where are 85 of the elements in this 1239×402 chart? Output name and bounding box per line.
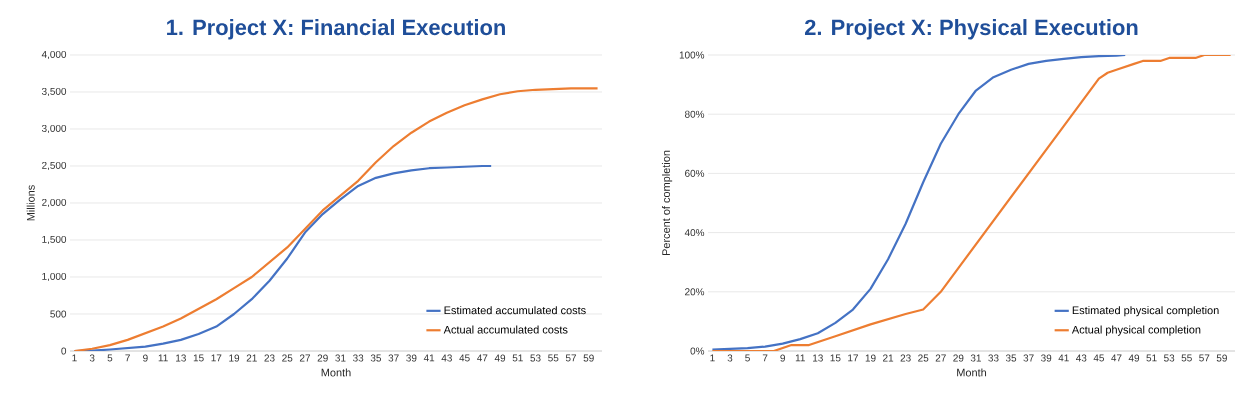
x-tick-label: 1 [710, 354, 715, 362]
x-tick-label: 23 [900, 354, 911, 362]
y-tick-label: 4,000 [41, 50, 67, 60]
x-tick-label: 55 [1181, 354, 1192, 362]
x-tick-label: 37 [388, 354, 399, 362]
x-tick-label: 1 [72, 354, 77, 362]
x-tick-label: 51 [512, 354, 523, 362]
x-tick-label: 29 [953, 354, 964, 362]
x-tick-label: 47 [477, 354, 488, 362]
y-tick-label: 2,500 [42, 161, 67, 171]
x-tick-label: 39 [406, 354, 417, 362]
x-tick-label: 53 [1164, 354, 1175, 362]
x-tick-label: 15 [193, 354, 204, 362]
x-tick-label: 33 [353, 354, 364, 362]
legend-label: Actual accumulated costs [443, 325, 568, 334]
x-tick-label: 35 [370, 354, 382, 362]
y-tick-label: 20% [685, 288, 705, 296]
x-tick-label: 5 [107, 354, 113, 362]
x-tick-label: 11 [158, 354, 168, 362]
x-tick-label: 51 [1146, 354, 1157, 362]
y-tick-label: 100% [679, 51, 705, 59]
x-tick-label: 57 [565, 354, 577, 362]
x-tick-label: 55 [548, 354, 559, 362]
x-tick-label: 39 [1041, 354, 1052, 362]
x-tick-label: 43 [1076, 354, 1087, 362]
x-tick-label: 57 [1199, 354, 1210, 362]
x-tick-label: 43 [441, 354, 452, 362]
x-tick-label: 13 [813, 354, 823, 362]
x-tick-label: 25 [918, 354, 929, 362]
x-tick-label: 7 [762, 354, 768, 362]
legend-label: Estimated accumulated costs [444, 306, 586, 315]
x-tick-label: 45 [1093, 354, 1104, 362]
x-tick-label: 41 [423, 354, 435, 362]
x-tick-label: 13 [176, 354, 186, 362]
x-tick-label: 23 [264, 354, 275, 362]
legend-label: Actual physical completion [1071, 325, 1201, 336]
x-tick-label: 47 [1111, 354, 1122, 362]
x-tick-label: 3 [89, 354, 95, 362]
x-tick-label: 27 [935, 354, 946, 362]
x-tick-label: 29 [317, 354, 328, 362]
x-tick-label: 7 [125, 354, 130, 362]
y-tick-label: 500 [50, 310, 67, 318]
y-tick-label: 0% [690, 347, 705, 355]
y-tick-label: 0 [61, 347, 67, 355]
y-tick-label: 1,500 [42, 235, 67, 245]
x-tick-label: 9 [780, 354, 785, 362]
x-tick-label: 27 [299, 354, 311, 362]
y-tick-label: 80% [684, 110, 705, 118]
x-tick-label: 17 [848, 354, 858, 362]
x-tick-label: 17 [211, 354, 222, 362]
chart-title: 2. Project X: Physical Execution [804, 19, 1138, 40]
x-tick-label: 53 [530, 354, 541, 362]
x-tick-label: 33 [988, 354, 999, 362]
y-tick-label: 3,500 [41, 87, 67, 97]
x-axis-title: Month [321, 368, 351, 377]
x-tick-label: 59 [1216, 354, 1227, 362]
y-axis-title: Percent of completion [661, 150, 673, 256]
x-tick-label: 31 [335, 354, 346, 362]
x-tick-label: 3 [727, 354, 733, 362]
x-tick-label: 19 [865, 354, 876, 362]
x-tick-label: 15 [830, 354, 841, 362]
y-tick-label: 2,000 [42, 198, 67, 208]
y-tick-label: 3,000 [41, 124, 67, 134]
x-tick-label: 19 [229, 354, 240, 362]
x-tick-label: 45 [459, 354, 470, 362]
y-tick-label: 60% [685, 169, 705, 177]
x-tick-label: 49 [1128, 354, 1140, 362]
chart-title: 1. Project X: Financial Execution [167, 19, 505, 40]
x-tick-label: 37 [1023, 354, 1034, 362]
y-tick-label: 1,000 [42, 272, 67, 282]
y-axis-title: Millions [26, 185, 35, 221]
x-tick-label: 31 [970, 354, 981, 362]
x-tick-label: 21 [883, 354, 894, 362]
legend-label: Estimated physical completion [1072, 306, 1219, 317]
x-tick-label: 5 [745, 354, 750, 362]
x-axis-title: Month [957, 368, 987, 377]
x-tick-label: 35 [1005, 354, 1017, 362]
x-tick-label: 49 [494, 354, 506, 362]
x-tick-label: 25 [282, 354, 293, 362]
x-tick-label: 9 [143, 354, 148, 362]
x-tick-label: 59 [583, 354, 594, 362]
y-tick-label: 40% [684, 229, 705, 237]
x-tick-label: 41 [1058, 354, 1069, 362]
x-tick-label: 21 [246, 354, 257, 362]
x-tick-label: 11 [795, 354, 805, 362]
